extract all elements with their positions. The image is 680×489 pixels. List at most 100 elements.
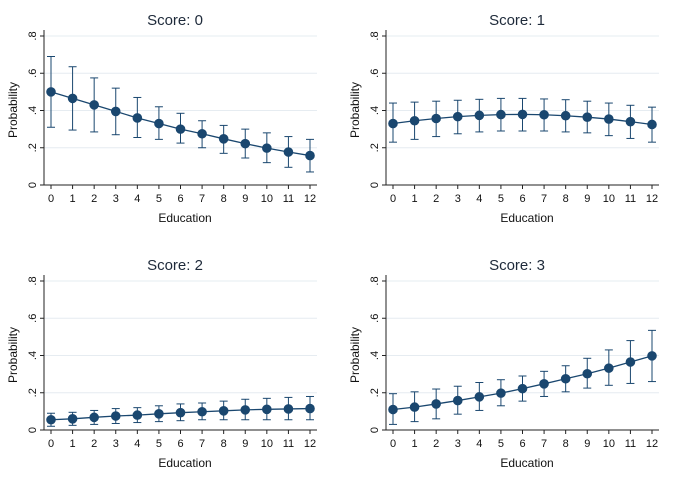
x-tick-label: 3: [113, 438, 119, 450]
data-point: [517, 383, 528, 394]
x-tick-label: 9: [242, 193, 248, 205]
x-axis-title: Education: [500, 456, 553, 470]
data-point: [175, 407, 186, 418]
x-tick-label: 11: [283, 193, 294, 205]
x-tick-label: 9: [584, 193, 590, 205]
x-tick-label: 1: [70, 193, 76, 205]
y-tick-label: .8: [369, 276, 381, 285]
y-tick-label: .6: [369, 69, 381, 78]
plot-area: 0.2.4.6.80 1 2 3 4 5 6 7 8 9 10 11 12: [369, 275, 659, 450]
data-point: [89, 100, 99, 110]
x-tick-label: 10: [603, 193, 615, 205]
y-tick-label: .2: [369, 143, 381, 152]
data-point: [218, 134, 229, 144]
x-tick-label: 4: [134, 193, 140, 205]
x-tick-label: 1: [412, 193, 418, 205]
x-tick-label: 0: [48, 438, 54, 450]
data-point: [262, 404, 272, 415]
panel-score-0: Score: 0 Education Probability 0 .2 .4 .6 .8…: [6, 12, 317, 225]
x-tick-label: 8: [221, 193, 227, 205]
plot-area: 0.2.4.6.80 1 2 3 4 5 6 7 8 9 10 11 12: [27, 275, 317, 450]
data-point: [46, 414, 56, 425]
x-tick-label: 2: [433, 438, 439, 450]
data-point: [647, 351, 657, 361]
data-point: [474, 392, 485, 402]
data-point: [604, 363, 614, 373]
data-point: [154, 118, 164, 129]
data-point: [582, 368, 593, 379]
data-point: [431, 399, 441, 409]
x-tick-label: 4: [134, 438, 140, 450]
panel-title: Score: 2: [147, 257, 203, 274]
x-tick-label: 6: [177, 193, 183, 205]
x-tick-label: 9: [584, 438, 590, 450]
x-tick-label: 8: [221, 438, 227, 450]
plot-area: 0.2.4.6.80 1 2 3 4 5 6 7 8 9 10 11 12: [369, 30, 659, 205]
panel-title: Score: 0: [147, 12, 203, 29]
data-point: [110, 106, 121, 117]
y-tick-label: 0: [369, 182, 381, 188]
y-tick-label: .6: [369, 314, 381, 323]
data-point: [647, 119, 657, 130]
x-tick-label: 5: [498, 438, 504, 450]
data-point: [582, 112, 593, 123]
x-tick-label: 1: [412, 438, 418, 450]
x-axis-title: Education: [158, 456, 211, 470]
y-tick-label: .8: [27, 276, 39, 285]
data-point: [262, 143, 272, 153]
data-point: [67, 93, 78, 104]
x-tick-label: 3: [455, 193, 461, 205]
y-axis-title: Probability: [348, 82, 362, 138]
data-point: [283, 147, 294, 157]
x-tick-label: 12: [646, 438, 658, 450]
x-tick-label: 12: [304, 193, 316, 205]
x-tick-label: 6: [519, 438, 525, 450]
data-point: [625, 357, 636, 367]
x-tick-label: 3: [113, 193, 119, 205]
x-axis-title: Education: [158, 211, 211, 225]
y-axis-title: Probability: [6, 82, 20, 138]
y-tick-label: 0: [27, 427, 39, 433]
x-tick-label: 3: [455, 438, 461, 450]
x-axis-title: Education: [500, 211, 553, 225]
data-point: [496, 388, 506, 398]
data-point: [604, 114, 614, 124]
y-tick-label: .2: [369, 388, 381, 397]
plot-area: 0.2.4.6.80 1 2 3 4 5 6 7 8 9 10 11 12: [27, 30, 317, 205]
y-tick-label: .4: [27, 106, 39, 115]
data-point: [218, 406, 229, 416]
x-tick-label: 9: [242, 438, 248, 450]
y-tick-label: .8: [27, 31, 39, 40]
y-tick-label: .4: [369, 106, 381, 115]
x-tick-label: 0: [390, 193, 396, 205]
x-tick-label: 0: [48, 193, 54, 205]
panel-title: Score: 1: [489, 12, 545, 29]
data-point: [388, 118, 398, 129]
data-point: [431, 113, 441, 124]
panel-score-2: Score: 2 Education Probability 0 .2 .4 .6 .8…: [6, 257, 317, 470]
data-point: [240, 405, 251, 415]
data-point: [46, 87, 56, 97]
x-tick-label: 4: [476, 193, 482, 205]
data-point: [474, 110, 485, 121]
y-tick-label: 0: [369, 427, 381, 433]
x-tick-label: 5: [156, 193, 162, 205]
y-tick-label: .4: [369, 351, 381, 360]
data-point: [539, 109, 549, 120]
x-tick-label: 10: [261, 193, 273, 205]
y-axis-title: Probability: [348, 327, 362, 383]
data-point: [240, 138, 251, 149]
panel-score-3: Score: 3 Education Probability 0 .2 .4 .6 .8…: [348, 257, 659, 470]
x-tick-label: 11: [283, 438, 294, 450]
data-point: [496, 109, 506, 120]
data-point: [89, 412, 99, 423]
x-tick-label: 5: [498, 193, 504, 205]
x-tick-label: 7: [199, 438, 205, 450]
data-point: [560, 373, 571, 384]
x-tick-label: 11: [625, 438, 636, 450]
x-tick-label: 2: [91, 193, 97, 205]
y-tick-label: .4: [27, 351, 39, 360]
data-point: [283, 404, 294, 414]
